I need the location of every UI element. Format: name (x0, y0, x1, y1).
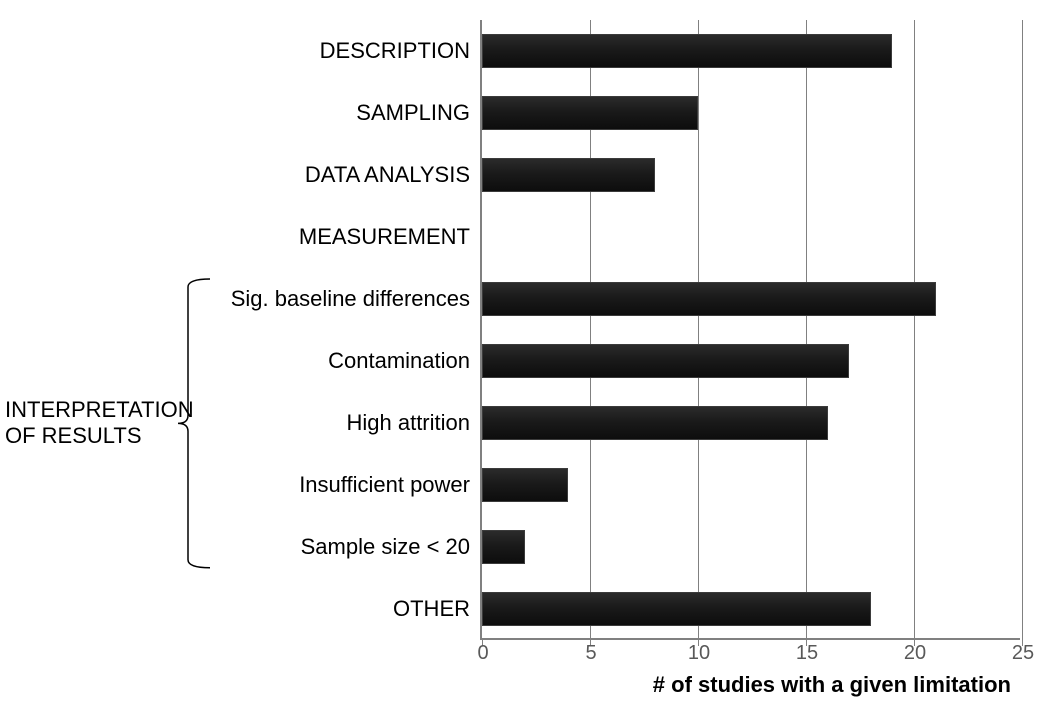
bar-chart: 0510152025 DESCRIPTIONSAMPLINGDATA ANALY… (0, 0, 1050, 715)
x-tick-label: 15 (796, 642, 818, 665)
y-label: Sig. baseline differences (231, 286, 470, 312)
x-tick: 10 (698, 638, 699, 646)
bracket-label-line2: OF RESULTS (5, 423, 142, 448)
x-tick-label: 5 (585, 642, 596, 665)
bar-fill (482, 282, 936, 316)
bar-row (482, 344, 849, 378)
bar-fill (482, 468, 568, 502)
bar-row (482, 34, 892, 68)
plot-area: 0510152025 (480, 20, 1020, 640)
y-label: OTHER (393, 596, 470, 622)
y-label: Insufficient power (299, 472, 470, 498)
bar-row (482, 158, 655, 192)
x-tick: 5 (590, 638, 591, 646)
y-label: DESCRIPTION (320, 38, 470, 64)
bar-row (482, 406, 828, 440)
y-label: DATA ANALYSIS (305, 162, 470, 188)
bar-row (482, 468, 568, 502)
y-label: MEASUREMENT (299, 224, 470, 250)
x-tick: 15 (806, 638, 807, 646)
x-tick-label: 10 (688, 642, 710, 665)
grid-line (914, 20, 915, 638)
bar-fill (482, 530, 525, 564)
bar-row (482, 592, 871, 626)
bracket-label-line1: INTERPRETATION (5, 397, 194, 422)
y-label: High attrition (346, 410, 470, 436)
x-axis-title: # of studies with a given limitation (653, 672, 1011, 698)
bar-fill (482, 158, 655, 192)
bracket-label: INTERPRETATIONOF RESULTS (5, 397, 194, 450)
x-tick: 0 (482, 638, 483, 646)
bar-fill (482, 96, 698, 130)
bar-row (482, 530, 525, 564)
bar-fill (482, 406, 828, 440)
grid-line (698, 20, 699, 638)
y-label: Contamination (328, 348, 470, 374)
grid-line (1022, 20, 1023, 638)
bar-fill (482, 34, 892, 68)
bar-fill (482, 344, 849, 378)
x-tick-label: 25 (1012, 642, 1034, 665)
x-tick: 25 (1022, 638, 1023, 646)
grid-line (806, 20, 807, 638)
x-tick: 20 (914, 638, 915, 646)
y-label: Sample size < 20 (301, 534, 470, 560)
bar-row (482, 96, 698, 130)
x-tick-label: 20 (904, 642, 926, 665)
x-tick-label: 0 (477, 642, 488, 665)
bar-row (482, 282, 936, 316)
y-label: SAMPLING (356, 100, 470, 126)
bar-fill (482, 592, 871, 626)
